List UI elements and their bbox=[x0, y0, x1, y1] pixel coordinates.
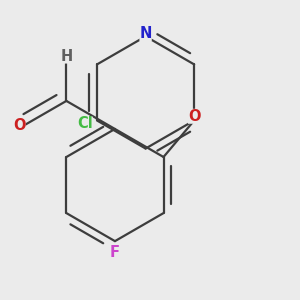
Text: O: O bbox=[188, 109, 200, 124]
Text: Cl: Cl bbox=[77, 116, 93, 131]
Text: O: O bbox=[13, 118, 26, 133]
Text: N: N bbox=[140, 26, 152, 41]
Text: H: H bbox=[60, 49, 73, 64]
Text: F: F bbox=[110, 245, 120, 260]
